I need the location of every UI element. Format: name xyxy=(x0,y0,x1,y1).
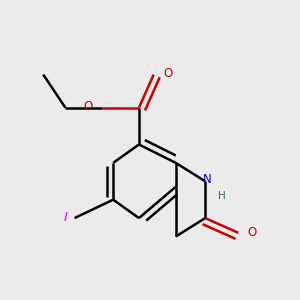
Text: N: N xyxy=(203,173,212,186)
Text: O: O xyxy=(248,226,257,238)
Text: O: O xyxy=(83,100,93,113)
Text: O: O xyxy=(163,67,172,80)
Text: I: I xyxy=(63,211,67,224)
Text: H: H xyxy=(218,191,226,201)
